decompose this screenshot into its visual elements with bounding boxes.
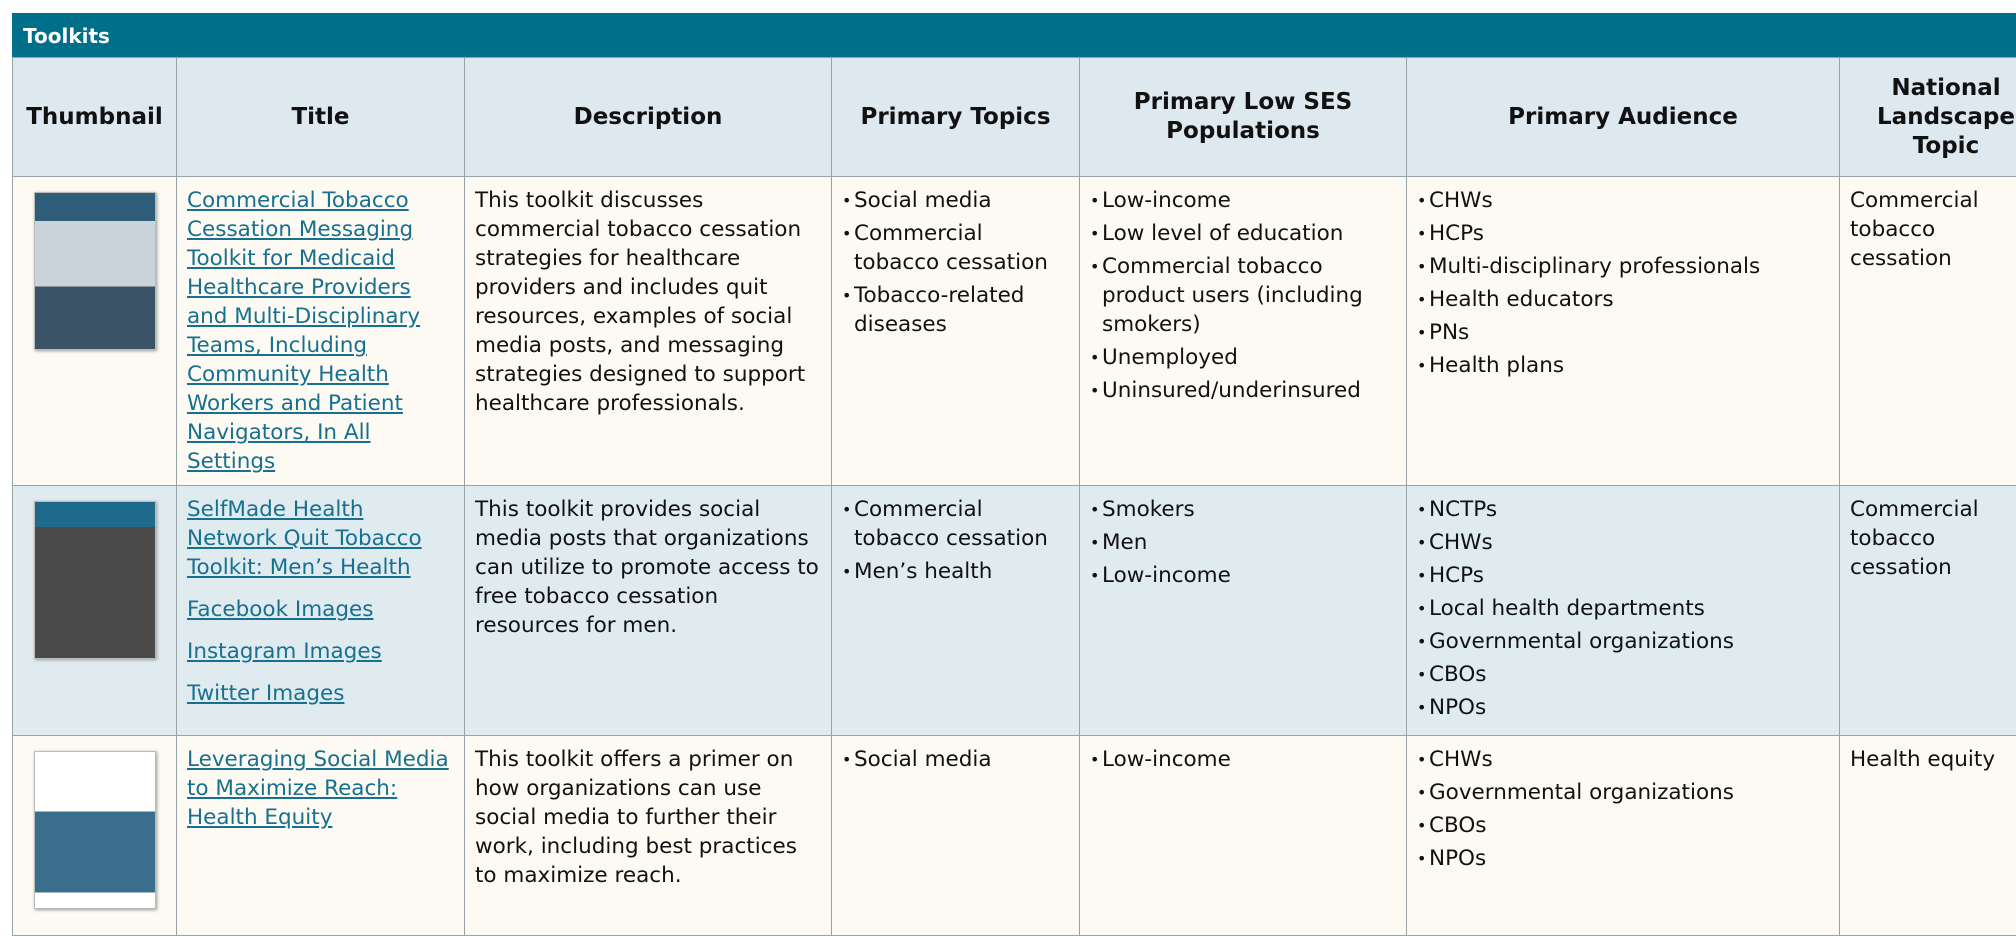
title-cell: Commercial Tobacco Cessation Messaging T… — [177, 177, 465, 486]
title-cell: Leveraging Social Media to Maximize Reac… — [177, 736, 465, 936]
list-item: Social media — [842, 186, 1069, 215]
list-item: CBOs — [1417, 811, 1829, 840]
landscape-topic: Commercial tobacco cessation — [1840, 486, 2016, 736]
thumbnail-cell — [13, 736, 177, 936]
list-item: Low-income — [1090, 561, 1396, 590]
topics-list: Social media — [842, 745, 1069, 774]
toolkit-link[interactable]: Commercial Tobacco Cessation Messaging T… — [187, 186, 454, 476]
populations-list: Smokers Men Low-income — [1090, 495, 1396, 590]
thumbnail — [34, 501, 156, 659]
list-item: NCTPs — [1417, 495, 1829, 524]
topics-list: Social media Commercial tobacco cessation… — [842, 186, 1069, 339]
list-item: Commercial tobacco cessation — [842, 219, 1069, 277]
list-item: CHWs — [1417, 745, 1829, 774]
populations-cell: Low-income Low level of education Commerci… — [1080, 177, 1407, 486]
toolkit-link[interactable]: SelfMade Health Network Quit Tobacco Too… — [187, 495, 454, 582]
audience-list: CHWs Governmental organizations CBOs NPOs — [1417, 745, 1829, 873]
list-item: NPOs — [1417, 844, 1829, 873]
thumbnail-cell — [13, 177, 177, 486]
list-item: Low level of education — [1090, 219, 1396, 248]
audience-cell: CHWs Governmental organizations CBOs NPOs — [1407, 736, 1840, 936]
list-item: Governmental organizations — [1417, 627, 1829, 656]
column-header: Primary Low SES Populations — [1080, 58, 1407, 177]
topics-cell: Social media Commercial tobacco cessation… — [832, 177, 1080, 486]
list-item: Health plans — [1417, 351, 1829, 380]
list-item: CHWs — [1417, 186, 1829, 215]
audience-list: NCTPs CHWs HCPs Local health departments Gov… — [1417, 495, 1829, 722]
list-item: Uninsured/underinsured — [1090, 376, 1396, 405]
populations-cell: Low-income — [1080, 736, 1407, 936]
audience-cell: CHWs HCPs Multi-disciplinary professionals… — [1407, 177, 1840, 486]
list-item: Commercial tobacco cessation — [842, 495, 1069, 553]
list-item: Local health departments — [1417, 594, 1829, 623]
list-item: Men — [1090, 528, 1396, 557]
column-header: Primary Audience — [1407, 58, 1840, 177]
list-item: Men’s health — [842, 557, 1069, 586]
table-body: Commercial Tobacco Cessation Messaging T… — [13, 177, 2016, 936]
list-item: CHWs — [1417, 528, 1829, 557]
topics-cell: Commercial tobacco cessation Men’s health — [832, 486, 1080, 736]
title-cell: SelfMade Health Network Quit Tobacco Too… — [177, 486, 465, 736]
landscape-topic: Commercial tobacco cessation — [1840, 177, 2016, 486]
list-item: Social media — [842, 745, 1069, 774]
thumbnail-cell — [13, 486, 177, 736]
description: This toolkit discusses commercial tobacc… — [465, 177, 832, 486]
table-row: Commercial Tobacco Cessation Messaging T… — [13, 177, 2016, 486]
audience-cell: NCTPs CHWs HCPs Local health departments Gov… — [1407, 486, 1840, 736]
list-item: Smokers — [1090, 495, 1396, 524]
list-item: Unemployed — [1090, 343, 1396, 372]
list-item: Low-income — [1090, 186, 1396, 215]
list-item: HCPs — [1417, 561, 1829, 590]
toolkit-link[interactable]: Instagram Images — [187, 637, 454, 666]
list-item: HCPs — [1417, 219, 1829, 248]
populations-list: Low-income Low level of education Commerci… — [1090, 186, 1396, 405]
description: This toolkit provides social media posts… — [465, 486, 832, 736]
populations-list: Low-income — [1090, 745, 1396, 774]
list-item: Low-income — [1090, 745, 1396, 774]
table-row: SelfMade Health Network Quit Tobacco Too… — [13, 486, 2016, 736]
thumbnail — [34, 192, 156, 350]
toolkit-link[interactable]: Leveraging Social Media to Maximize Reac… — [187, 745, 454, 832]
topics-cell: Social media — [832, 736, 1080, 936]
column-header: Thumbnail — [13, 58, 177, 177]
column-header: Title — [177, 58, 465, 177]
column-header: Primary Topics — [832, 58, 1080, 177]
panel-header: Toolkits — [12, 13, 2016, 57]
toolkit-link[interactable]: Twitter Images — [187, 679, 454, 708]
list-item: Multi-disciplinary professionals — [1417, 252, 1829, 281]
table-row: Leveraging Social Media to Maximize Reac… — [13, 736, 2016, 936]
column-header: Description — [465, 58, 832, 177]
list-item: Governmental organizations — [1417, 778, 1829, 807]
audience-list: CHWs HCPs Multi-disciplinary professionals… — [1417, 186, 1829, 380]
topics-list: Commercial tobacco cessation Men’s health — [842, 495, 1069, 586]
description: This toolkit offers a primer on how orga… — [465, 736, 832, 936]
thumbnail — [34, 751, 156, 909]
list-item: Tobacco-related diseases — [842, 281, 1069, 339]
landscape-topic: Health equity — [1840, 736, 2016, 936]
list-item: CBOs — [1417, 660, 1829, 689]
list-item: PNs — [1417, 318, 1829, 347]
column-header: National Landscape Topic — [1840, 58, 2016, 177]
toolkit-link[interactable]: Facebook Images — [187, 595, 454, 624]
populations-cell: Smokers Men Low-income — [1080, 486, 1407, 736]
list-item: Health educators — [1417, 285, 1829, 314]
list-item: Commercial tobacco product users (includ… — [1090, 252, 1396, 339]
list-item: NPOs — [1417, 693, 1829, 722]
